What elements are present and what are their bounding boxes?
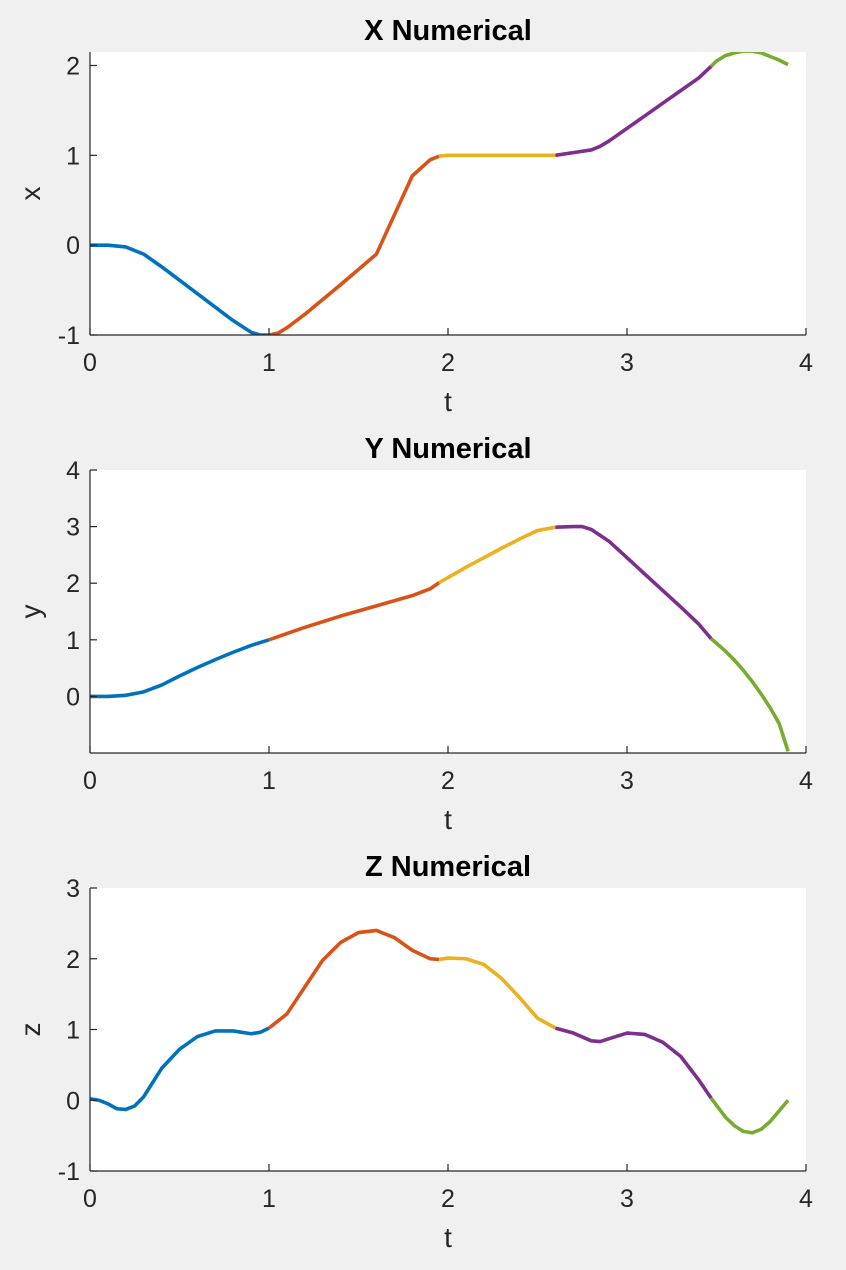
series-line-5 <box>709 637 790 752</box>
y-tick-label: -1 <box>58 1158 80 1186</box>
x-axis-label: t <box>444 386 452 417</box>
y-tick-label: 2 <box>66 946 80 974</box>
y-tick-label: -1 <box>58 322 80 350</box>
series-line-4 <box>555 65 713 158</box>
x-tick-label: 1 <box>262 349 276 377</box>
series-line-2 <box>268 581 441 642</box>
y-tick-label: 1 <box>66 627 80 655</box>
series-line-3 <box>438 525 556 585</box>
x-tick-label: 0 <box>83 767 97 795</box>
series-line-2 <box>267 928 440 1030</box>
x-axis-label: t <box>444 804 452 835</box>
series-line-4 <box>554 1026 713 1100</box>
y-tick-label: 3 <box>66 875 80 903</box>
x-tick-label: 4 <box>799 767 813 795</box>
chart-title: Z Numerical <box>365 851 531 883</box>
y-axis-label: x <box>15 187 46 201</box>
chart-title: X Numerical <box>364 15 532 47</box>
series-group <box>90 52 789 335</box>
series-line-1 <box>90 638 270 699</box>
y-tick-label: 0 <box>66 1087 80 1115</box>
plot-area <box>90 888 806 1171</box>
series-line-4 <box>555 524 713 640</box>
series-line-5 <box>709 1097 790 1135</box>
x-tick-label: 0 <box>83 1185 97 1213</box>
x-tick-label: 4 <box>799 349 813 377</box>
series-line-1 <box>90 1026 270 1112</box>
x-tick-label: 1 <box>262 1185 276 1213</box>
y-tick-label: 1 <box>66 1017 80 1045</box>
y-axis-label: y <box>15 605 46 619</box>
y-tick-label: 2 <box>66 570 80 598</box>
x-tick-label: 3 <box>620 767 634 795</box>
x-tick-label: 0 <box>83 349 97 377</box>
series-group <box>90 928 790 1135</box>
plot-area <box>90 52 806 335</box>
x-tick-label: 3 <box>620 349 634 377</box>
subplot-2: 0 1 2 3 4 0 1 2 3 4 Y Numerical t y <box>15 433 813 835</box>
series-line-1 <box>90 243 269 335</box>
series-line-2 <box>268 154 440 335</box>
plot-area <box>90 470 806 753</box>
series-group <box>90 524 790 752</box>
y-axis-label: z <box>15 1023 46 1037</box>
x-tick-label: 2 <box>441 767 455 795</box>
y-tick-label: 4 <box>66 457 80 485</box>
chart-title: Y Numerical <box>364 433 531 465</box>
y-tick-label: 0 <box>66 683 80 711</box>
series-line-5 <box>709 52 789 68</box>
x-tick-label: 3 <box>620 1185 634 1213</box>
y-tick-label: 2 <box>66 52 80 80</box>
x-axis-label: t <box>444 1222 452 1253</box>
series-line-3 <box>438 956 557 1030</box>
series-line-3 <box>438 153 556 159</box>
y-tick-label: 3 <box>66 514 80 542</box>
x-tick-label: 1 <box>262 767 276 795</box>
y-tick-label: 0 <box>66 232 80 260</box>
x-tick-label: 2 <box>441 349 455 377</box>
x-tick-label: 2 <box>441 1185 455 1213</box>
y-tick-label: 1 <box>66 142 80 170</box>
x-tick-label: 4 <box>799 1185 813 1213</box>
